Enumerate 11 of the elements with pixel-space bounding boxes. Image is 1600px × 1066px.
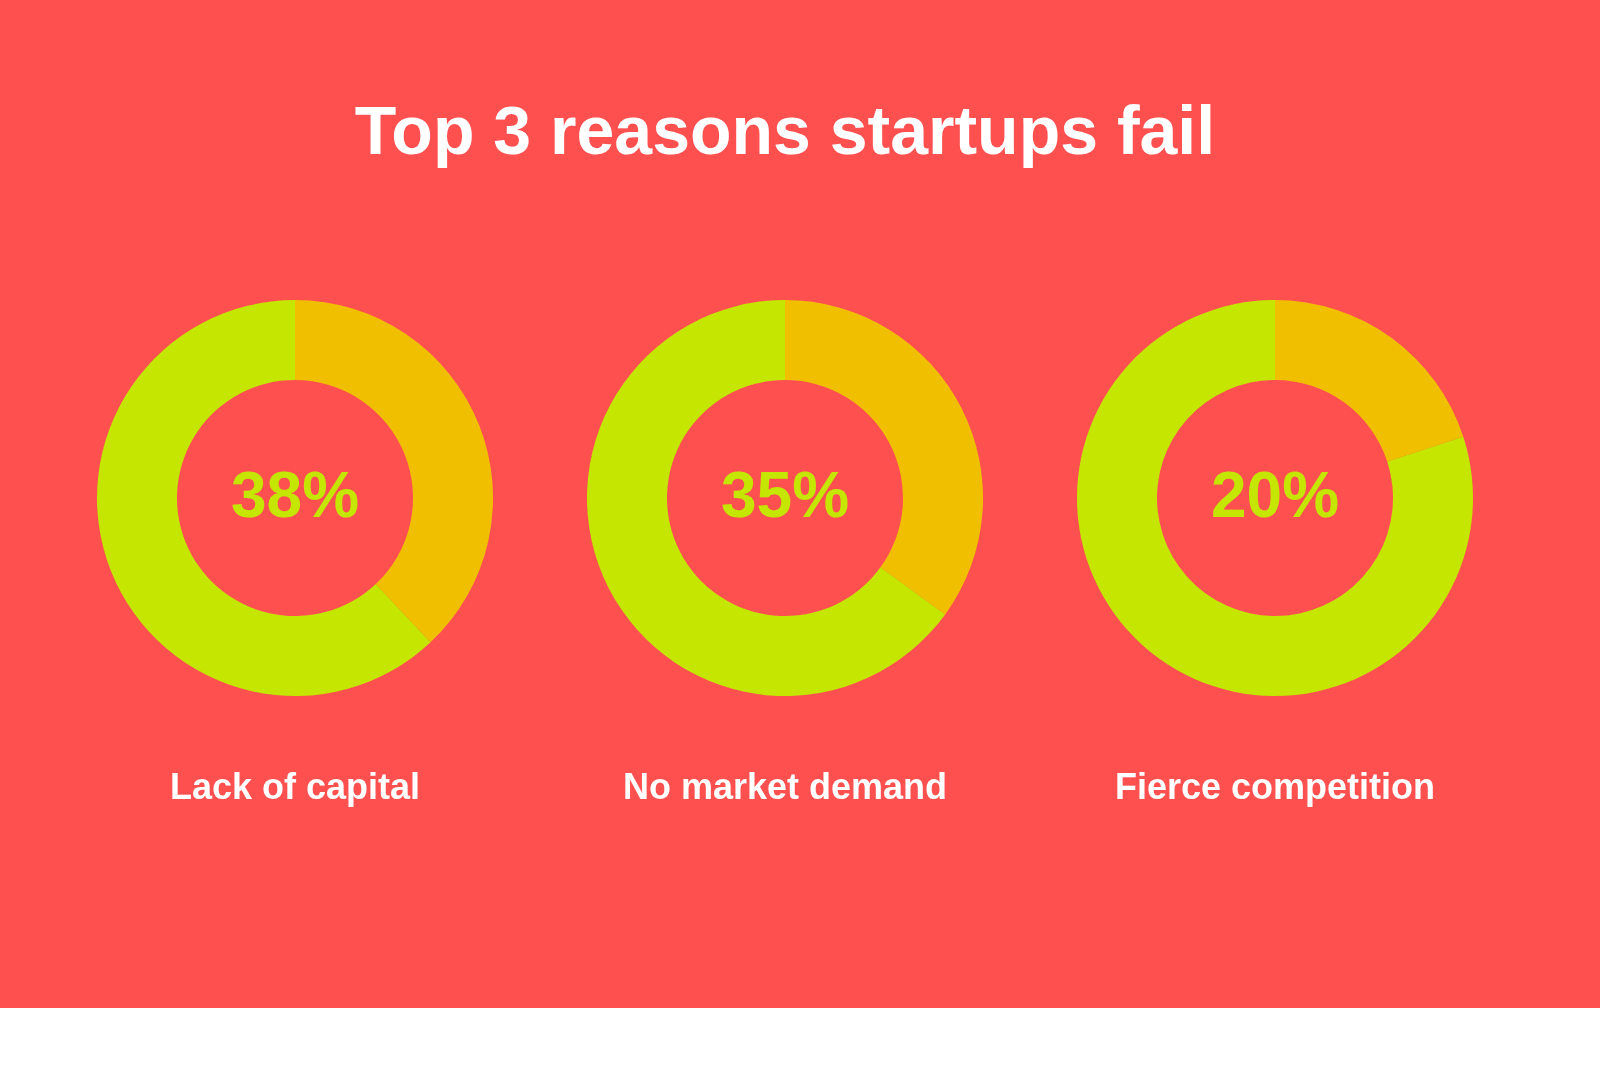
data-label: 35%	[720, 459, 850, 531]
data-label: 38%	[230, 459, 360, 531]
donut-slice	[97, 300, 431, 696]
data-label: 20%	[1210, 459, 1340, 531]
text: Top 3 reasons startups fail	[354, 92, 1216, 168]
donut-slice	[1275, 300, 1464, 462]
text: No market demand	[622, 766, 948, 807]
donut-slice	[1077, 300, 1473, 696]
text: Lack of capital	[169, 766, 421, 807]
text: Fierce competition	[1114, 766, 1436, 807]
donut-slice	[587, 300, 946, 696]
